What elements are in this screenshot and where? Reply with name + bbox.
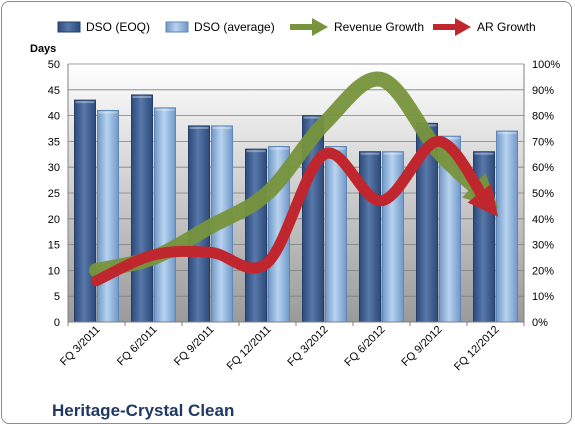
left-tick-label: 15 (48, 240, 60, 252)
right-tick-label: 10% (532, 291, 554, 303)
legend: DSO (EOQ) DSO (average) Revenue Growth AR G… (57, 18, 536, 36)
x-tick-label: FQ 6/2012 (342, 324, 387, 369)
ar-growth-line (91, 135, 492, 287)
legend-label: AR Growth (477, 20, 536, 34)
x-axis-ticks: FQ 3/2011 FQ 6/2011 FQ 9/2011 FQ 12/2011 FQ … (58, 324, 502, 374)
right-tick-label: 50% (532, 188, 554, 200)
bar-highlight (269, 147, 289, 150)
legend-arrow-head (312, 18, 328, 36)
bar-highlight (360, 152, 380, 155)
bar-highlight (246, 150, 266, 153)
legend-swatch (165, 21, 189, 33)
right-tick-label: 60% (532, 162, 554, 174)
bar-highlight (326, 147, 346, 150)
bar-dso-average (496, 130, 518, 323)
company-name: Heritage-Crystal Clean (52, 401, 234, 420)
right-tick-label: 30% (532, 240, 554, 252)
left-tick-label: 50 (48, 59, 60, 71)
y-axis-title: Days (30, 43, 56, 55)
right-tick-label: 70% (532, 136, 554, 148)
chart: DSO (EOQ) DSO (average) Revenue Growth AR G… (30, 18, 560, 420)
bar-highlight (189, 126, 209, 129)
right-tick-label: 100% (532, 59, 560, 71)
bar-dso-average (325, 146, 347, 323)
ar-growth-arrowhead (467, 183, 498, 217)
left-tick-label: 10 (48, 265, 60, 277)
left-tick-label: 25 (48, 188, 60, 200)
bar-highlight (383, 152, 403, 155)
right-axis-ticks: 0% 10% 20% 30% 40% 50% 60% 70% 80% 90% 100% (532, 59, 560, 329)
left-axis-ticks: 0 5 10 15 20 25 30 35 40 45 50 (48, 59, 60, 329)
bar-dso-average (154, 107, 176, 323)
left-tick-label: 20 (48, 214, 60, 226)
x-tick-label: FQ 3/2012 (285, 324, 330, 369)
x-tick-label: FQ 3/2011 (58, 324, 103, 369)
left-tick-label: 45 (48, 85, 60, 97)
legend-swatch (57, 21, 81, 33)
bar-highlight (497, 132, 517, 135)
x-tick-label: FQ 12/2011 (225, 324, 274, 373)
bar-highlight (75, 101, 95, 104)
bar-highlight (132, 95, 152, 98)
right-tick-label: 80% (532, 111, 554, 123)
bar-highlight (474, 152, 494, 155)
right-tick-label: 0% (532, 317, 548, 329)
bar-highlight (98, 111, 118, 114)
bar-dso-eoq (131, 94, 153, 323)
x-tick-label: FQ 6/2011 (115, 324, 160, 369)
right-tick-label: 90% (532, 85, 554, 97)
right-tick-label: 20% (532, 265, 554, 277)
bar-highlight (155, 108, 175, 111)
left-tick-label: 35 (48, 136, 60, 148)
growth-lines (89, 71, 499, 287)
x-tick-label: FQ 9/2011 (172, 324, 217, 369)
bar-dso-average (97, 109, 119, 323)
legend-label: Revenue Growth (334, 20, 424, 34)
bar-dso-eoq (245, 148, 267, 323)
left-tick-label: 30 (48, 162, 60, 174)
x-tick-label: FQ 12/2012 (452, 324, 502, 374)
x-tick-label: FQ 9/2012 (399, 324, 444, 369)
bar-highlight (212, 126, 232, 129)
legend-arrow-head (455, 18, 471, 36)
bar-highlight (303, 116, 323, 119)
left-tick-label: 40 (48, 111, 60, 123)
axes (67, 64, 525, 326)
right-tick-label: 40% (532, 214, 554, 226)
bar-highlight (440, 137, 460, 140)
legend-label: DSO (average) (194, 20, 275, 34)
legend-label: DSO (EOQ) (86, 20, 150, 34)
bar-dso-eoq (74, 99, 96, 323)
left-tick-label: 0 (54, 317, 60, 329)
bar-dso-eoq (359, 151, 381, 323)
left-tick-label: 5 (54, 291, 60, 303)
